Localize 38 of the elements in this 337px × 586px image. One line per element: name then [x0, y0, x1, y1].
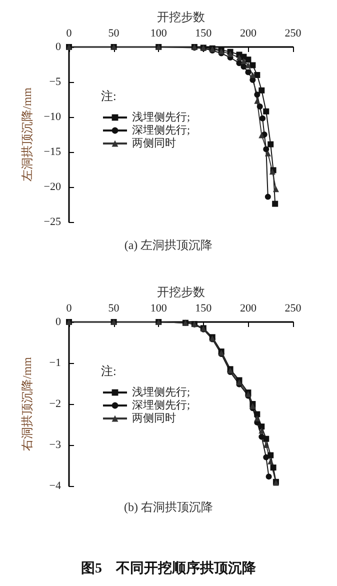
x-tick-label: 200: [240, 28, 257, 40]
x-tick-label: 250: [284, 302, 302, 314]
legend-title: 注:: [101, 89, 116, 103]
x-tick-label: 200: [240, 302, 257, 314]
text: (b) 右洞拱顶沉降: [124, 500, 213, 514]
x-tick-label: 150: [195, 28, 212, 40]
caption: 图5 不同开挖顺序拱顶沉降: [81, 560, 257, 576]
x-tick-label: 0: [66, 302, 72, 314]
legend-label: 浅埋侧先行;: [132, 386, 190, 398]
y-tick-label: 0: [56, 41, 62, 53]
legend-label: 两侧同时: [132, 136, 176, 150]
x-tick-label: 100: [150, 28, 168, 40]
x-tick-label: 250: [284, 28, 302, 40]
x-tick-label: 100: [150, 302, 168, 314]
legend-label: 深埋侧先行;: [132, 124, 190, 136]
x-tick-label: 50: [108, 302, 120, 314]
legend-title: 注:: [101, 364, 116, 378]
legend-label: 深埋侧先行;: [132, 398, 190, 412]
x-tick-label: 150: [195, 302, 212, 314]
x-tick-label: 50: [108, 28, 120, 40]
y-tick-label: −10: [44, 111, 62, 123]
y-tick-label: −4: [49, 480, 62, 492]
y-axis-title: 左洞拱顶沉降/mm: [20, 86, 34, 182]
y-tick-label: −5: [49, 76, 62, 88]
y-tick-label: −25: [44, 216, 62, 228]
y-tick-label: −1: [49, 357, 61, 369]
y-tick-label: −15: [44, 146, 62, 158]
x-axis-title: 开挖步数: [157, 285, 205, 300]
y-tick-label: −3: [49, 439, 62, 451]
legend-label: 浅埋侧先行;: [132, 110, 190, 124]
text: (a) 左洞拱顶沉降: [124, 238, 213, 252]
legend-label: 两侧同时: [132, 412, 176, 424]
y-tick-label: 0: [56, 316, 62, 328]
x-axis-title: 开挖步数: [157, 10, 205, 24]
x-tick-label: 0: [66, 28, 72, 40]
y-tick-label: −20: [44, 181, 62, 193]
y-axis-title: 右洞拱顶沉降/mm: [20, 356, 34, 452]
y-tick-label: −2: [49, 398, 61, 410]
